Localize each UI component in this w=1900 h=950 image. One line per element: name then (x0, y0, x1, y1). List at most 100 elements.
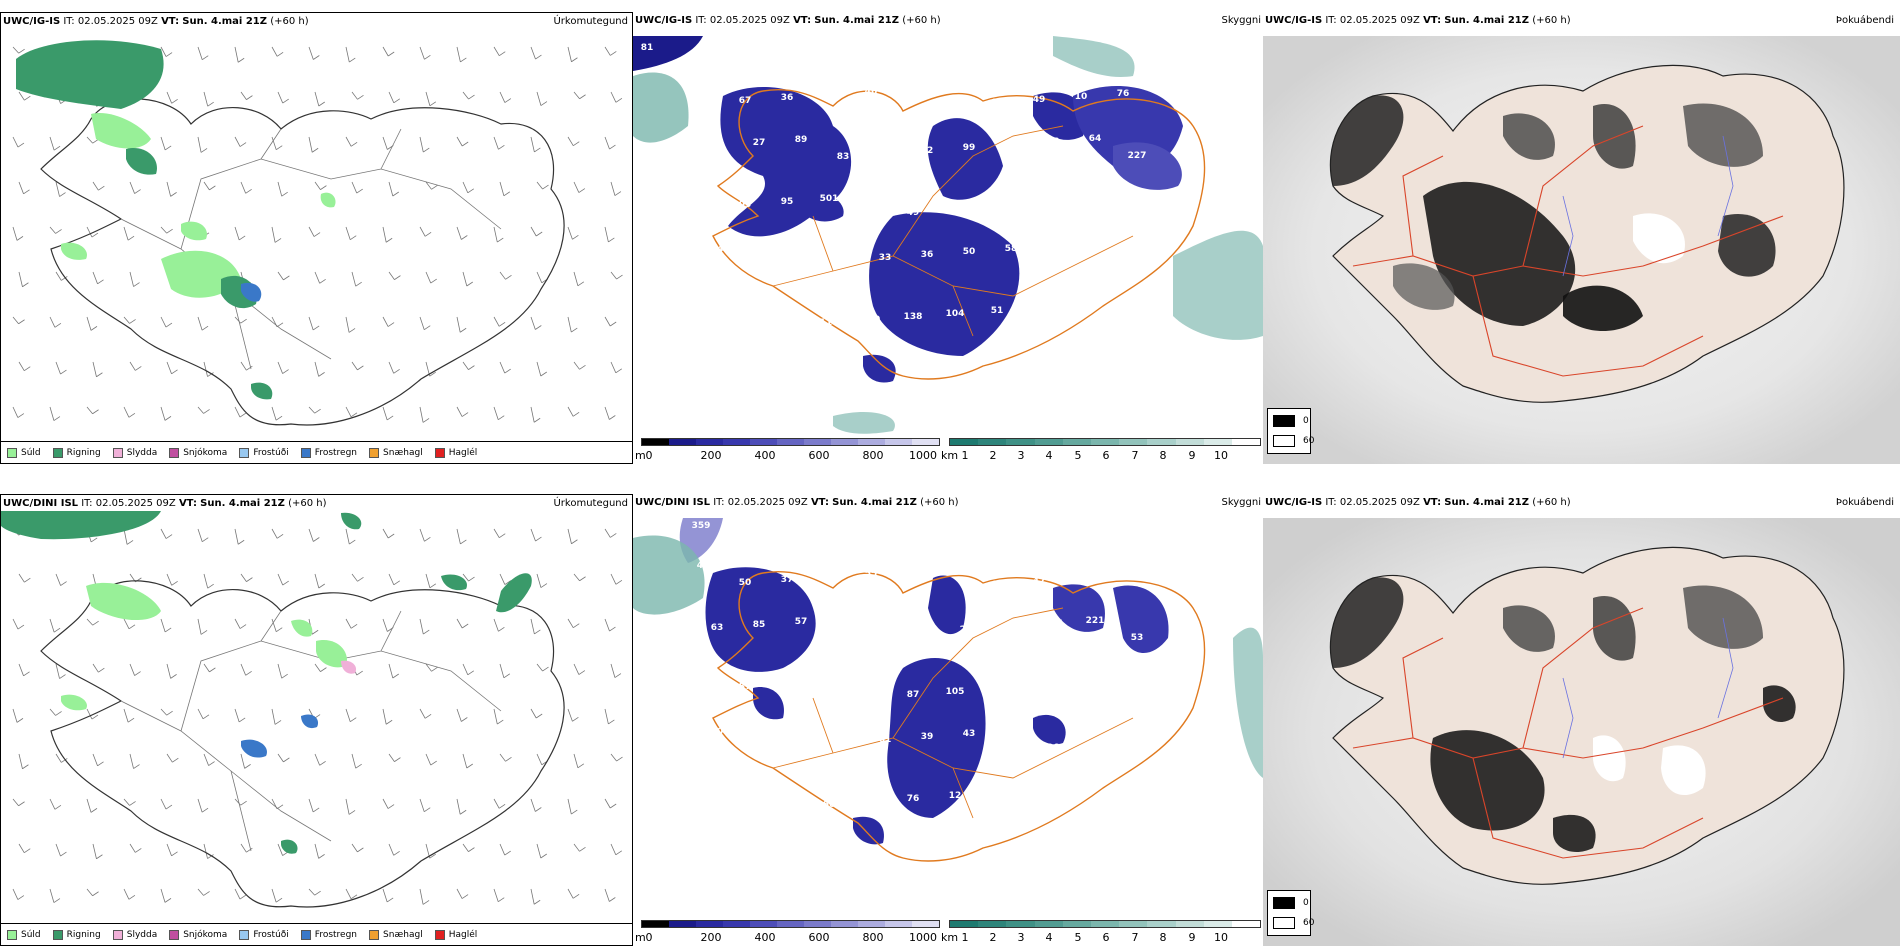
wind-barb (419, 406, 430, 423)
wind-barb (92, 753, 104, 767)
wind-barb (351, 181, 363, 194)
wind-barb (166, 181, 177, 197)
wind-barb (271, 46, 284, 57)
cloud-label: 52 (711, 369, 724, 379)
wind-barb (493, 798, 506, 809)
wind-barb (345, 136, 358, 147)
wind-barb (388, 271, 401, 280)
wind-barb (314, 843, 325, 859)
wind-barb (345, 226, 357, 241)
cloud-label: 95 (781, 783, 794, 793)
wind-barb (567, 46, 578, 63)
tick-label: 600 (808, 931, 830, 944)
cloud-label: 359 (862, 315, 881, 325)
wind-barb (499, 361, 511, 374)
wind-barb (610, 753, 623, 762)
tick-label: 6 (1102, 449, 1110, 462)
wind-barb (530, 226, 543, 237)
wind-barb (388, 573, 401, 586)
wind-barb (129, 753, 140, 769)
cloud-label: 36 (1047, 743, 1060, 753)
legend-item-hail: Haglél (434, 929, 477, 940)
colorbar-unit: m (635, 449, 646, 462)
wind-barb (499, 181, 511, 197)
wind-barb (123, 316, 136, 324)
cloud-label: 27 (753, 138, 766, 148)
cloud-label: 92 (865, 797, 878, 807)
wind-barb (456, 618, 469, 629)
cloud-label: 12 (949, 791, 962, 801)
wind-barb (166, 843, 178, 857)
tick-label: 1 (961, 931, 969, 944)
wind-barb (462, 573, 475, 582)
wind-barb (160, 406, 172, 421)
legend-swatch (300, 929, 311, 940)
colorbar-scale (949, 438, 1261, 446)
wind-barb (382, 46, 395, 57)
wind-barb (530, 136, 541, 153)
colorbar-unit: m (635, 931, 646, 944)
wind-barb (203, 843, 214, 859)
legend-swatch (112, 447, 123, 458)
precip-type-panel-row2: UWC/DINI ISL IT: 02.05.2025 09Z VT: Sun.… (0, 494, 633, 946)
cloud-label: 49 (739, 304, 752, 314)
wind-barb (55, 843, 67, 857)
wind-barb (129, 181, 141, 194)
wind-barb (234, 888, 247, 900)
wind-barb (573, 181, 586, 193)
cloud-label: 53 (907, 566, 920, 576)
wind-barb (530, 46, 542, 60)
cloud-label: 35 (697, 789, 710, 799)
fog-legend-swatch (1273, 917, 1295, 929)
wind-barb (462, 271, 473, 287)
cloud-label: 56 (753, 262, 766, 272)
wind-barb (160, 136, 172, 151)
panel-title: UWC/IG-IS IT: 02.05.2025 09Z VT: Sun. 4.… (1265, 497, 1571, 508)
wind-barb (160, 226, 173, 234)
wind-barb (12, 798, 25, 807)
panel-title: UWC/IG-IS IT: 02.05.2025 09Z VT: Sun. 4.… (635, 15, 941, 26)
fog-legend-item: 0 (1273, 897, 1309, 909)
legend-item-drizzle: Súld (7, 929, 41, 940)
wind-barb (12, 708, 24, 723)
wind-barb (345, 618, 358, 629)
wind-barb (462, 181, 475, 194)
cloud-label: 80 (949, 81, 962, 91)
tick-label: 8 (1159, 449, 1167, 462)
wind-barbs (12, 528, 623, 905)
wind-barb (456, 226, 468, 240)
fog-title: Þokuábendi (1835, 15, 1894, 26)
wind-barb (308, 406, 321, 414)
precip-patches (16, 40, 336, 400)
legend-swatch (434, 929, 445, 940)
wind-barb (203, 663, 216, 673)
legend-swatch (239, 447, 250, 458)
cloud-label: 60 (823, 800, 836, 810)
wind-barb (567, 316, 578, 333)
fog-legend-item: 60 (1273, 435, 1314, 447)
wind-barb (456, 46, 467, 63)
cloud-label: 87 (1005, 622, 1018, 632)
cloud-label: 41 (1005, 726, 1018, 736)
precip-type-map (12, 40, 623, 426)
tick-label: 1000 (909, 449, 937, 462)
wind-barb (92, 663, 105, 673)
wind-barb (277, 181, 288, 197)
wind-barb (610, 843, 623, 856)
cloud-label: 78 (1075, 300, 1088, 310)
legend-swatch (52, 929, 63, 940)
wind-barb (573, 573, 586, 582)
wind-barb (314, 271, 326, 284)
cloud-label: 38 (1047, 137, 1060, 147)
wind-barb (456, 528, 467, 545)
wind-barb (277, 361, 289, 374)
cloud-label: 60 (1075, 574, 1088, 584)
cloud-label: 45 (837, 634, 850, 644)
wind-barb (160, 618, 172, 633)
wind-barb (425, 91, 437, 107)
colorbar-unit: km (941, 931, 959, 944)
tick-label: 10 (1214, 449, 1228, 462)
wind-barb (530, 888, 541, 905)
wind-barb (456, 708, 468, 722)
road-network (772, 607, 1134, 819)
